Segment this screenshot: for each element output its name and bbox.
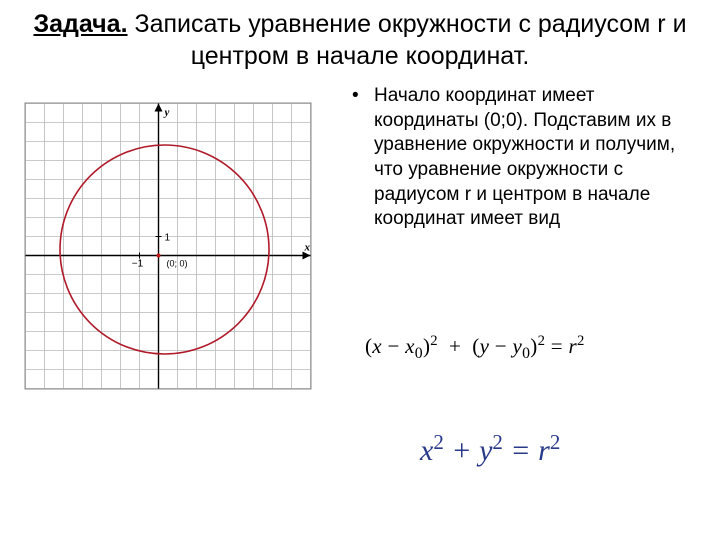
content-row: −1 1 (0; 0) x y • Начало координат имеет коо… — [18, 78, 702, 401]
explanation-text: Начало координат имеет координаты (0;0).… — [374, 84, 702, 232]
explanation-bullet: • Начало координат имеет координаты (0;0… — [352, 84, 702, 232]
svg-text:x: x — [304, 242, 311, 254]
svg-text:(0; 0): (0; 0) — [167, 259, 188, 269]
svg-text:y: y — [163, 107, 170, 119]
svg-text:1: 1 — [165, 233, 171, 244]
page-title: Задача. Записать уравнение окружности с … — [18, 8, 702, 72]
equation-final: x2 + y2 = r2 — [420, 430, 560, 468]
bullet-dot-icon: • — [352, 84, 374, 232]
coordinate-graph: −1 1 (0; 0) x y — [18, 96, 318, 396]
title-label: Задача. — [33, 10, 127, 38]
svg-text:−1: −1 — [132, 259, 144, 270]
chart-column: −1 1 (0; 0) x y — [18, 78, 338, 401]
title-text: Записать уравнение окружности с радиусом… — [128, 10, 687, 70]
equation-general: (x − x0)2 + (y − y0)2 = r2 — [365, 333, 585, 363]
